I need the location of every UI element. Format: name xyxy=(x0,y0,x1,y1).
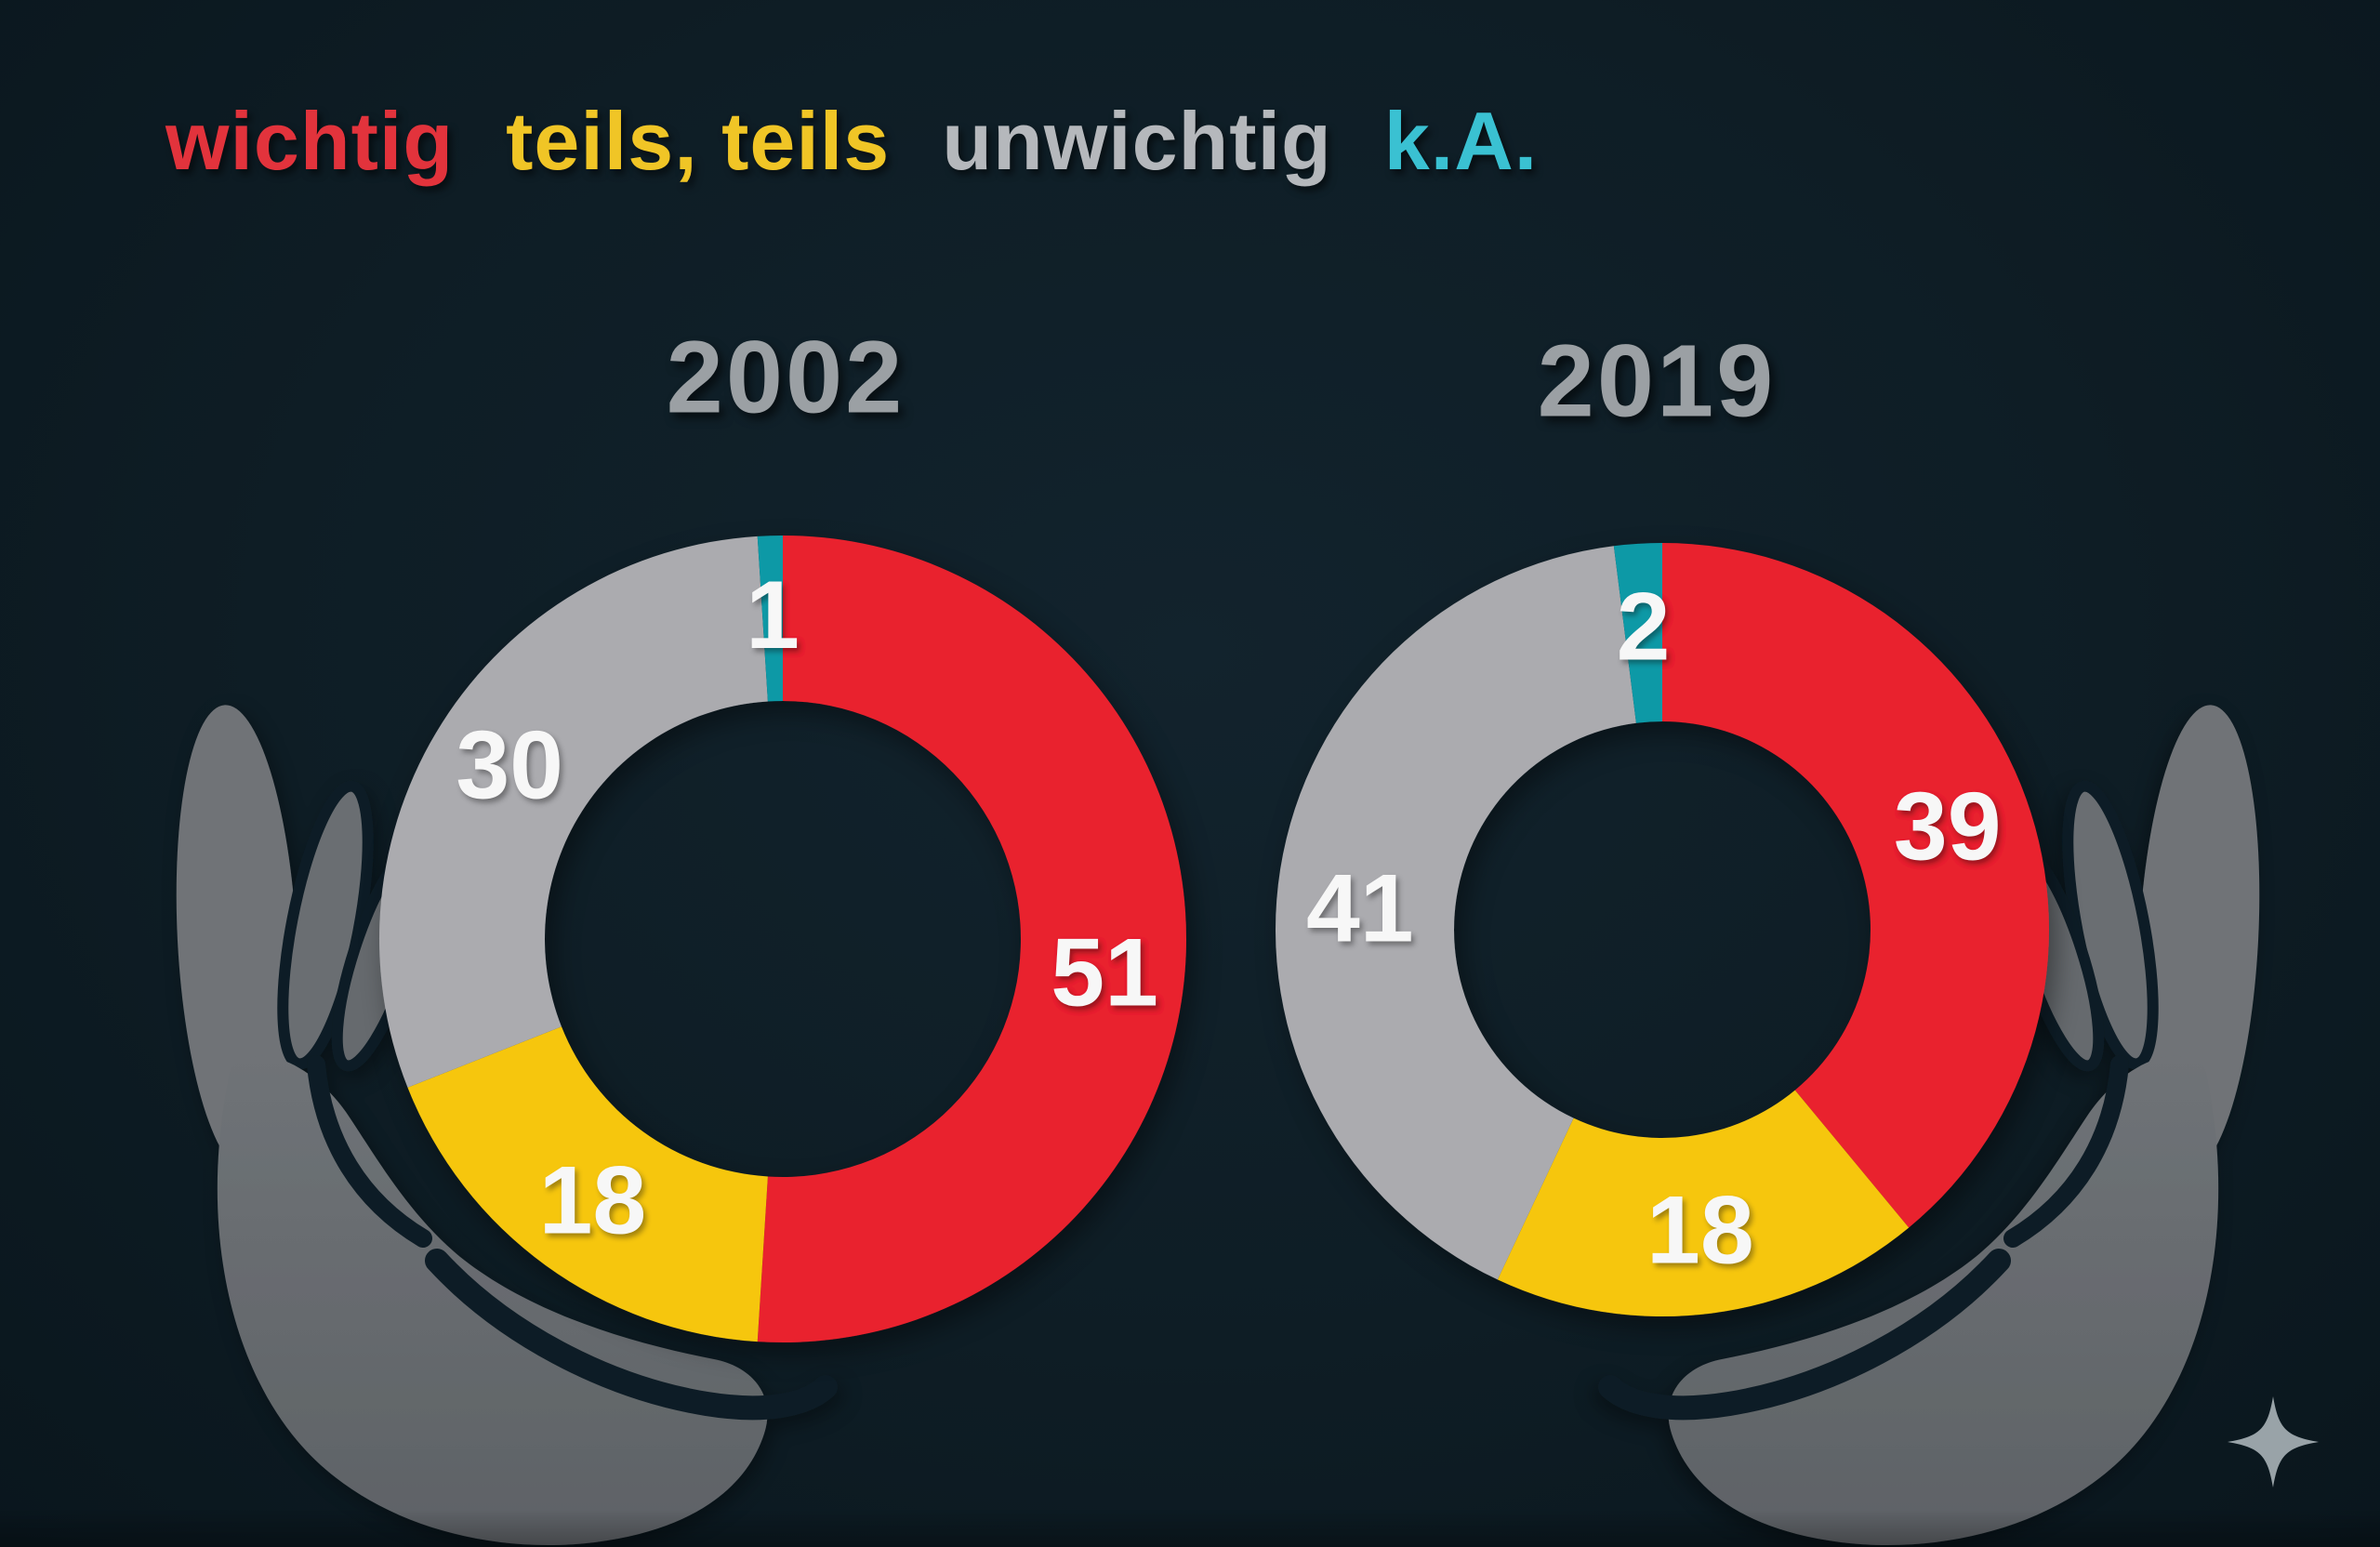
donut-2019-segment-k.A. xyxy=(1613,543,1662,723)
legend-item-ka: k.A. xyxy=(1383,95,1539,187)
legend-item-wichtig: wichtig xyxy=(165,95,455,187)
donut-2002-value-k.A.: 1 xyxy=(746,562,800,669)
donut-2019-segment-wichtig xyxy=(1662,543,2049,1228)
donut-2002-segment-teils, teils xyxy=(407,1026,768,1342)
donut-2002-segment-wichtig xyxy=(757,536,1187,1343)
legend-item-unwichtig: unwichtig xyxy=(942,95,1332,187)
donut-2019-segment-teils, teils xyxy=(1497,1090,1910,1317)
donut-2019-value-k.A.: 2 xyxy=(1617,574,1671,681)
chart-title-2002: 2002 xyxy=(666,320,906,435)
donut-2019-value-unwichtig: 41 xyxy=(1306,854,1414,962)
legend: wichtig teils, teils unwichtig k.A. xyxy=(165,100,1538,182)
donut-2002-value-teils, teils: 18 xyxy=(539,1147,647,1255)
donut-2019-segment-unwichtig xyxy=(1276,546,1636,1280)
donut-2002-value-wichtig: 51 xyxy=(1051,919,1158,1026)
chart-title-2019: 2019 xyxy=(1537,324,1777,439)
donut-chart-2019: 39 18 41 2 xyxy=(1276,543,2049,1317)
legend-item-teils: teils, teils xyxy=(506,95,891,187)
donut-2002-segment-k.A. xyxy=(757,536,783,702)
donut-2002-segment-unwichtig xyxy=(378,536,768,1088)
donut-chart-2002: 51 18 30 1 xyxy=(378,536,1187,1343)
sparkle-icon xyxy=(2228,1396,2319,1488)
donut-2002-value-unwichtig: 30 xyxy=(456,712,563,820)
donut-2019-value-wichtig: 39 xyxy=(1894,774,2002,881)
donut-2019-value-teils, teils: 18 xyxy=(1646,1176,1754,1284)
